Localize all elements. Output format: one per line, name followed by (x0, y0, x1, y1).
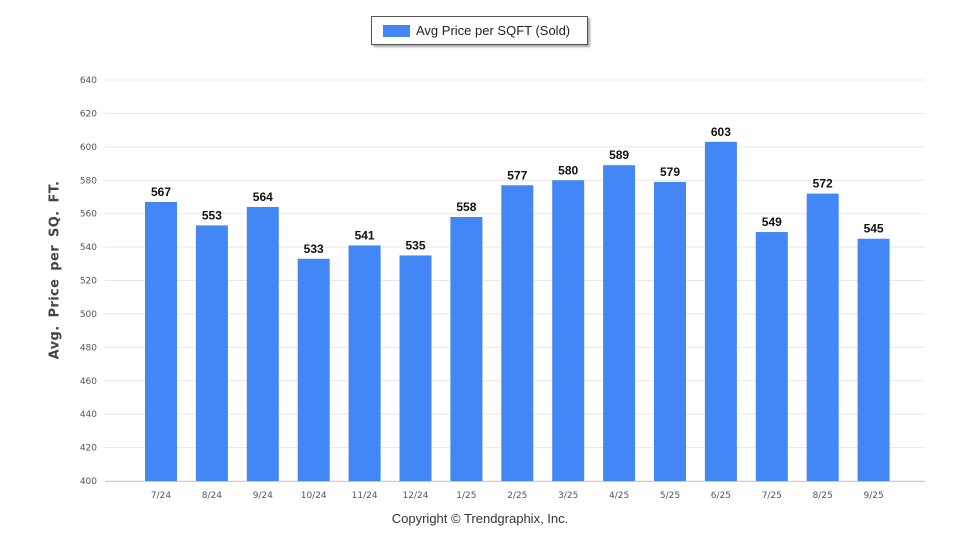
data-label: 535 (405, 238, 425, 252)
x-tick-label: 6/25 (711, 491, 731, 501)
data-label: 580 (558, 163, 578, 177)
bar (755, 232, 788, 481)
x-tick-label: 7/24 (151, 491, 171, 501)
y-tick-label: 460 (80, 377, 97, 387)
y-tick-label: 620 (80, 109, 97, 119)
y-tick-label: 420 (80, 444, 97, 454)
data-label: 567 (151, 185, 171, 199)
x-tick-label: 9/24 (253, 491, 273, 501)
copyright-text: Copyright © Trendgraphix, Inc. (391, 511, 569, 526)
x-tick-label: 4/25 (609, 491, 629, 501)
data-label: 545 (864, 222, 884, 236)
bar (654, 181, 686, 481)
y-tick-label: 640 (80, 76, 97, 86)
bar (348, 245, 381, 481)
x-tick-label: 11/24 (352, 491, 378, 501)
bar (297, 258, 330, 481)
bar (450, 217, 483, 481)
bar (195, 225, 228, 481)
data-label: 572 (813, 177, 833, 191)
y-tick-label: 480 (80, 343, 97, 353)
x-tick-label: 3/25 (558, 491, 578, 501)
data-label: 589 (609, 148, 629, 162)
y-tick-label: 400 (80, 477, 97, 487)
data-label: 564 (253, 190, 273, 204)
bar (246, 206, 279, 481)
legend-label: Avg Price per SQFT (Sold) (416, 23, 571, 38)
x-tick-label: 5/25 (660, 491, 680, 501)
data-label: 533 (304, 242, 324, 256)
x-tick-label: 8/24 (202, 491, 222, 501)
data-label: 549 (762, 215, 782, 229)
bar (704, 141, 737, 481)
data-label: 558 (456, 200, 476, 214)
bar (552, 180, 585, 481)
bar (603, 165, 636, 481)
bar (501, 185, 534, 481)
data-label: 541 (355, 228, 375, 242)
data-label: 603 (711, 125, 731, 139)
x-tick-label: 7/25 (762, 491, 782, 501)
bar (145, 201, 177, 482)
y-tick-label: 560 (80, 210, 97, 220)
data-label: 579 (660, 165, 680, 179)
bar (806, 193, 839, 481)
x-tick-label: 2/25 (507, 491, 527, 501)
x-tick-label: 9/25 (863, 491, 883, 501)
y-tick-label: 500 (80, 310, 97, 320)
y-tick-label: 440 (80, 410, 97, 420)
y-tick-label: 540 (80, 243, 97, 253)
y-tick-label: 580 (80, 176, 97, 186)
data-label: 577 (507, 168, 527, 182)
legend: Avg Price per SQFT (Sold) (371, 16, 588, 45)
x-tick-label: 12/24 (403, 491, 429, 501)
bar (857, 238, 890, 481)
x-tick-label: 8/25 (813, 491, 833, 501)
x-tick-label: 1/25 (456, 491, 476, 501)
y-tick-label: 600 (80, 143, 97, 153)
y-tick-label: 520 (80, 277, 97, 287)
data-label: 553 (202, 208, 222, 222)
bar (399, 255, 432, 481)
legend-swatch (383, 24, 410, 37)
x-tick-label: 10/24 (301, 491, 327, 501)
